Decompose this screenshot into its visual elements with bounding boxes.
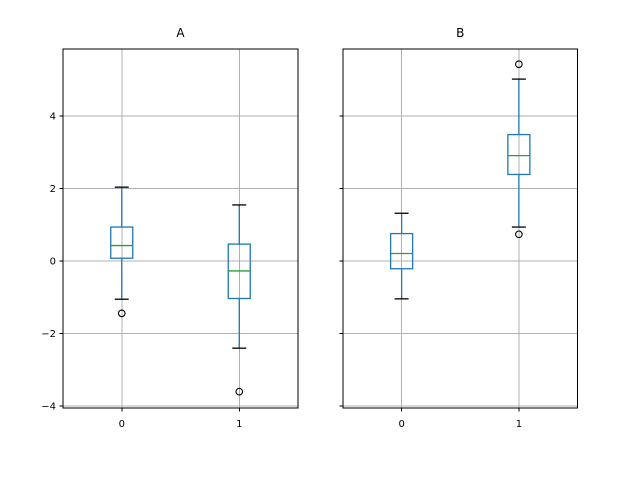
- subplot-title: B: [456, 26, 464, 40]
- box-group-0: [389, 212, 414, 300]
- axes-frame: [62, 48, 299, 409]
- plot-area: [343, 49, 578, 408]
- box-group-1: [507, 60, 531, 239]
- outlier-point: [515, 60, 523, 69]
- iqr-box: [389, 232, 414, 270]
- y-tick-label: 2: [50, 184, 56, 195]
- subplot-title: A: [176, 26, 185, 40]
- outlier-point: [117, 309, 126, 318]
- y-tick-label: 4: [50, 112, 56, 123]
- box-group-0: [110, 186, 134, 318]
- outlier-point: [515, 230, 523, 239]
- x-tick-label: 1: [516, 419, 522, 430]
- outlier-point: [235, 387, 244, 396]
- y-tick-label: −4: [41, 402, 56, 413]
- x-tick-label: 1: [236, 419, 242, 430]
- subplot-A: −4 −2 0 2 4 0 1 A: [41, 26, 299, 430]
- subplot-B: 0 1 B: [339, 26, 578, 430]
- box-group-1: [227, 204, 251, 396]
- iqr-box: [110, 226, 134, 259]
- x-tick-label: 0: [119, 419, 125, 430]
- y-tick-label: −2: [41, 329, 56, 340]
- plot-area: [63, 49, 298, 408]
- iqr-box: [507, 133, 531, 176]
- x-tick-label: 0: [398, 419, 404, 430]
- y-tick-label: 0: [50, 257, 56, 268]
- axes-frame: [342, 48, 578, 409]
